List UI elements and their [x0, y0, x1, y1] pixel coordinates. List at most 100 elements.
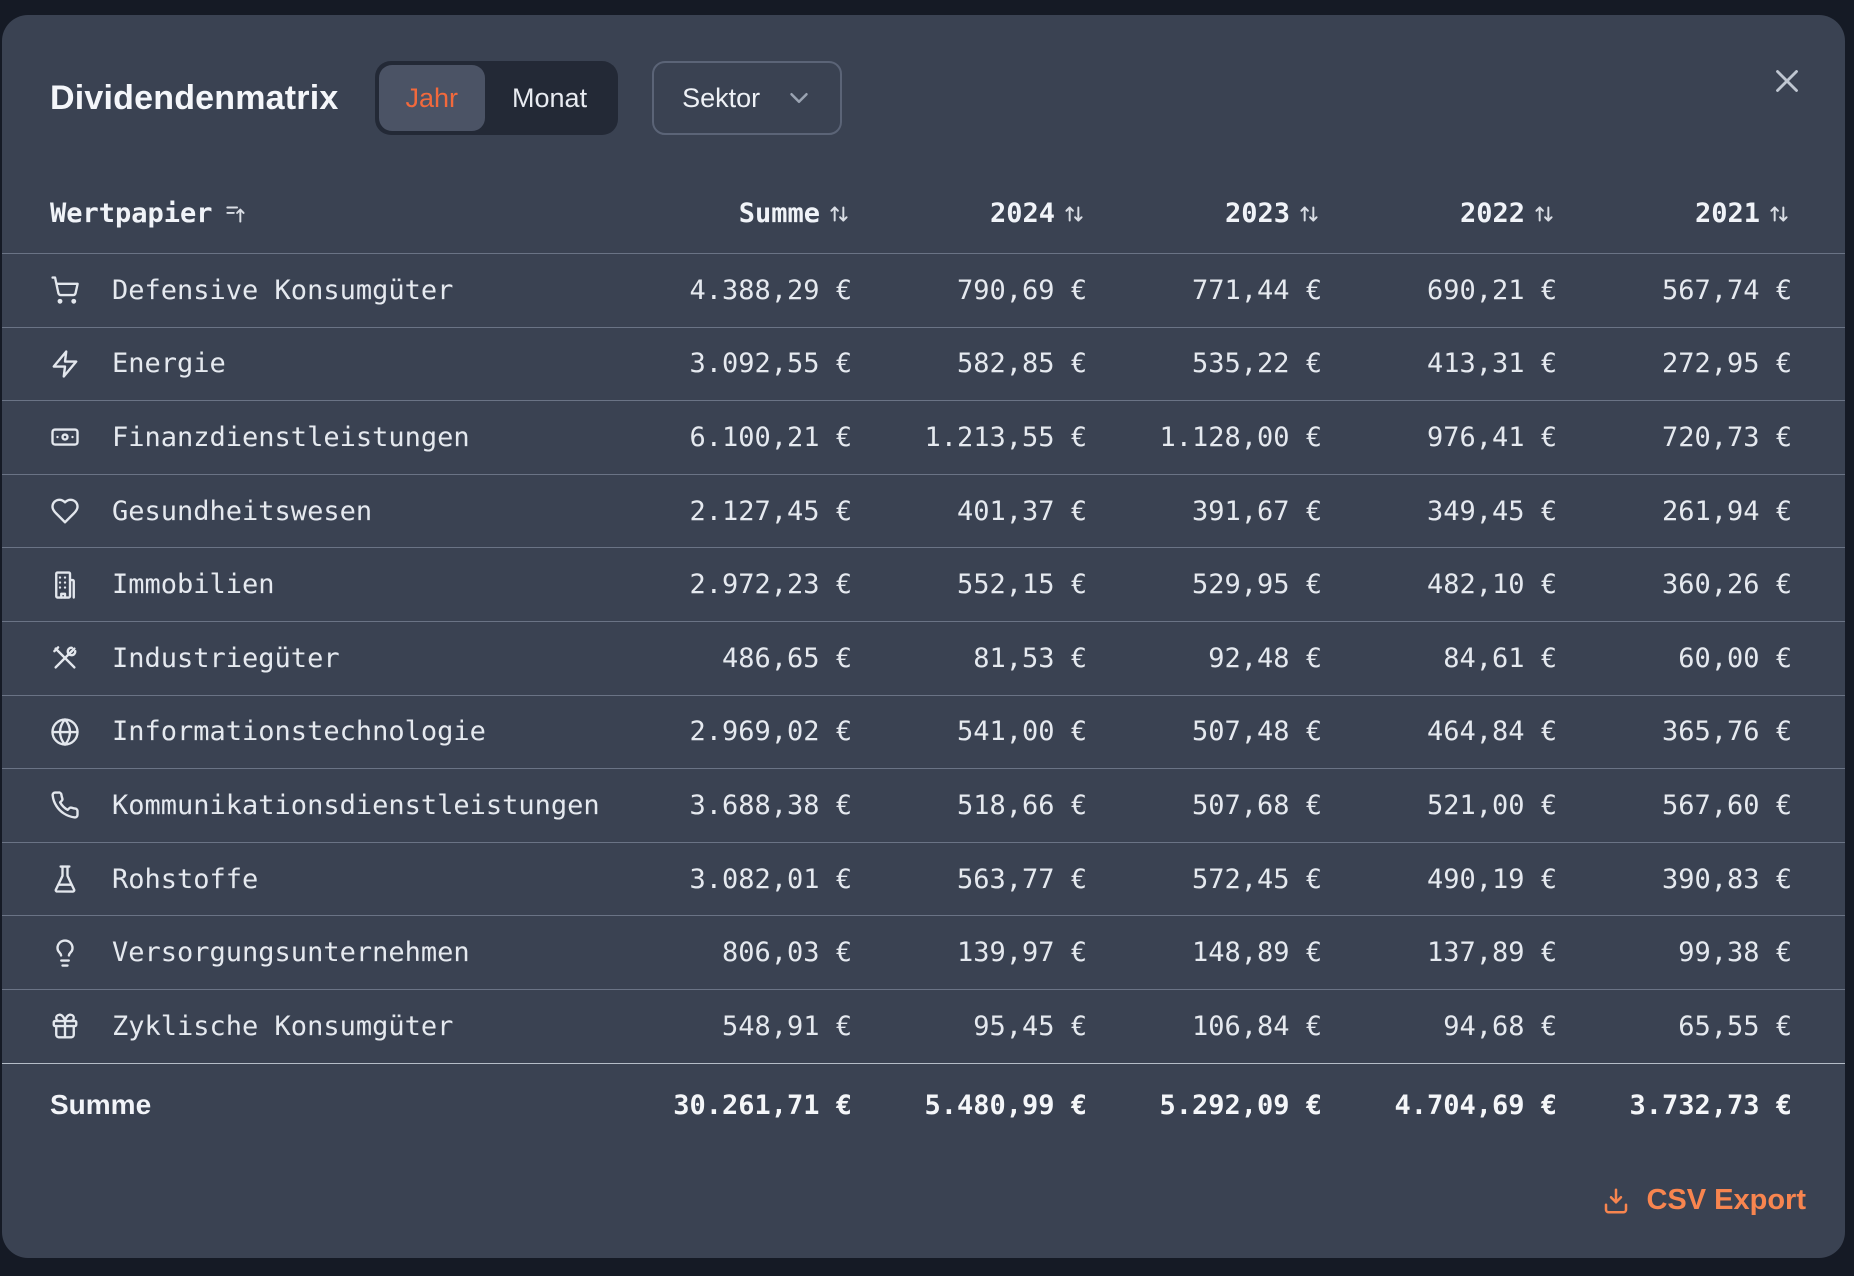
- sector-cell: Defensive Konsumgüter: [50, 275, 617, 306]
- sector-name: Defensive Konsumgüter: [112, 274, 454, 306]
- close-button[interactable]: [1765, 59, 1809, 103]
- phone-icon: [50, 790, 80, 820]
- lightbulb-icon: [50, 938, 80, 968]
- row-value-summe: 3.082,01 €: [689, 863, 852, 895]
- column-header-label: 2023: [1224, 198, 1290, 229]
- globe-icon: [50, 717, 80, 747]
- row-value-2022: 84,61 €: [1443, 642, 1557, 674]
- table-row: Finanzdienstleistungen 6.100,21 € 1.213,…: [2, 400, 1845, 474]
- table-row: Kommunikationsdienstleistungen 3.688,38 …: [2, 768, 1845, 842]
- row-value-2021: 272,95 €: [1661, 348, 1792, 380]
- gift-icon: [50, 1011, 80, 1041]
- row-value-2024: 139,97 €: [956, 937, 1087, 969]
- row-value-2023: 106,84 €: [1191, 1010, 1322, 1042]
- row-value-2023: 535,22 €: [1191, 348, 1322, 380]
- csv-export-label: CSV Export: [1646, 1184, 1806, 1217]
- row-value-2022: 490,19 €: [1426, 863, 1557, 895]
- cart-icon: [50, 275, 80, 305]
- table-row: Versorgungsunternehmen 806,03 € 139,97 €…: [2, 915, 1845, 989]
- csv-export-button[interactable]: CSV Export: [1601, 1184, 1806, 1217]
- sector-name: Energie: [112, 348, 226, 380]
- row-value-2024: 563,77 €: [956, 863, 1087, 895]
- sector-cell: Industriegüter: [50, 643, 617, 674]
- row-value-2023: 507,48 €: [1191, 716, 1322, 748]
- sector-cell: Gesundheitswesen: [50, 496, 617, 527]
- row-value-2024: 401,37 €: [956, 495, 1087, 527]
- sector-name: Zyklische Konsumgüter: [112, 1010, 454, 1042]
- row-value-2022: 464,84 €: [1426, 716, 1557, 748]
- sort-updown-icon: [1296, 201, 1322, 227]
- period-toggle: Jahr Monat: [374, 61, 619, 135]
- row-value-summe: 486,65 €: [721, 642, 852, 674]
- row-value-summe: 2.969,02 €: [689, 716, 852, 748]
- column-header-label: Summe: [738, 198, 820, 229]
- sort-updown-icon: [1061, 201, 1087, 227]
- sort-updown-icon: [826, 201, 852, 227]
- sector-name: Finanzdienstleistungen: [112, 421, 470, 453]
- row-value-2022: 94,68 €: [1443, 1010, 1557, 1042]
- column-header-summe[interactable]: Summe: [617, 198, 852, 229]
- sector-cell: Informationstechnologie: [50, 716, 617, 747]
- row-value-2024: 790,69 €: [956, 274, 1087, 306]
- table-row: Energie 3.092,55 € 582,85 € 535,22 € 413…: [2, 326, 1845, 401]
- row-value-2022: 482,10 €: [1426, 569, 1557, 601]
- column-header-2021[interactable]: 2021: [1557, 198, 1792, 229]
- table-row: Rohstoffe 3.082,01 € 563,77 € 572,45 € 4…: [2, 841, 1845, 916]
- banknote-icon: [50, 422, 80, 452]
- sector-cell: Versorgungsunternehmen: [50, 937, 617, 968]
- toggle-option-monat[interactable]: Monat: [485, 65, 614, 131]
- column-header-2023[interactable]: 2023: [1087, 198, 1322, 229]
- row-value-2023: 148,89 €: [1191, 937, 1322, 969]
- row-value-2023: 92,48 €: [1208, 642, 1322, 674]
- download-icon: [1601, 1186, 1631, 1216]
- row-value-summe: 6.100,21 €: [689, 421, 852, 453]
- total-value-2024: 5.480,99 €: [924, 1089, 1087, 1121]
- row-value-summe: 4.388,29 €: [689, 274, 852, 306]
- sector-cell: Immobilien: [50, 569, 617, 600]
- tools-icon: [50, 643, 80, 673]
- row-value-2021: 567,60 €: [1661, 789, 1792, 821]
- table-row: Gesundheitswesen 2.127,45 € 401,37 € 391…: [2, 473, 1845, 548]
- row-value-2023: 1.128,00 €: [1159, 421, 1322, 453]
- column-header-label: 2021: [1694, 198, 1760, 229]
- table-total-row: Summe 30.261,71 € 5.480,99 € 5.292,09 € …: [2, 1062, 1845, 1147]
- row-value-2024: 541,00 €: [956, 716, 1087, 748]
- row-value-2021: 65,55 €: [1678, 1010, 1792, 1042]
- column-header-2022[interactable]: 2022: [1322, 198, 1557, 229]
- row-value-2021: 360,26 €: [1661, 569, 1792, 601]
- row-value-2021: 720,73 €: [1661, 421, 1792, 453]
- column-header-wertpapier[interactable]: Wertpapier: [50, 198, 617, 229]
- row-value-2022: 349,45 €: [1426, 495, 1557, 527]
- row-value-2021: 99,38 €: [1678, 937, 1792, 969]
- row-value-2024: 552,15 €: [956, 569, 1087, 601]
- table-row: Industriegüter 486,65 € 81,53 € 92,48 € …: [2, 620, 1845, 695]
- table-row: Defensive Konsumgüter 4.388,29 € 790,69 …: [2, 253, 1845, 327]
- table-header-row: Wertpapier Summe 2024 2023 2022 2021: [2, 135, 1845, 253]
- total-value-summe: 30.261,71 €: [673, 1089, 852, 1121]
- table-body: Defensive Konsumgüter 4.388,29 € 790,69 …: [2, 253, 1845, 1063]
- row-value-summe: 2.972,23 €: [689, 569, 852, 601]
- row-value-2022: 976,41 €: [1426, 421, 1557, 453]
- toggle-option-jahr[interactable]: Jahr: [378, 65, 486, 131]
- sector-name: Informationstechnologie: [112, 716, 486, 748]
- sector-cell: Finanzdienstleistungen: [50, 422, 617, 453]
- table-row: Zyklische Konsumgüter 548,91 € 95,45 € 1…: [2, 988, 1845, 1063]
- flask-icon: [50, 864, 80, 894]
- row-value-2022: 690,21 €: [1426, 274, 1557, 306]
- sektor-dropdown-label: Sektor: [682, 82, 761, 113]
- row-value-summe: 2.127,45 €: [689, 495, 852, 527]
- column-header-label: Wertpapier: [50, 198, 213, 229]
- row-value-2022: 413,31 €: [1426, 348, 1557, 380]
- row-value-2023: 572,45 €: [1191, 863, 1322, 895]
- modal-header: Dividendenmatrix Jahr Monat Sektor: [2, 15, 1845, 135]
- building-icon: [50, 570, 80, 600]
- sektor-dropdown[interactable]: Sektor: [652, 61, 843, 135]
- column-header-2024[interactable]: 2024: [852, 198, 1087, 229]
- chevron-down-icon: [784, 83, 814, 113]
- heart-icon: [50, 496, 80, 526]
- row-value-2024: 1.213,55 €: [924, 421, 1087, 453]
- row-value-2021: 390,83 €: [1661, 863, 1792, 895]
- total-label: Summe: [50, 1089, 152, 1121]
- dividend-matrix-modal: Dividendenmatrix Jahr Monat Sektor Wertp…: [2, 15, 1845, 1258]
- row-value-2023: 391,67 €: [1191, 495, 1322, 527]
